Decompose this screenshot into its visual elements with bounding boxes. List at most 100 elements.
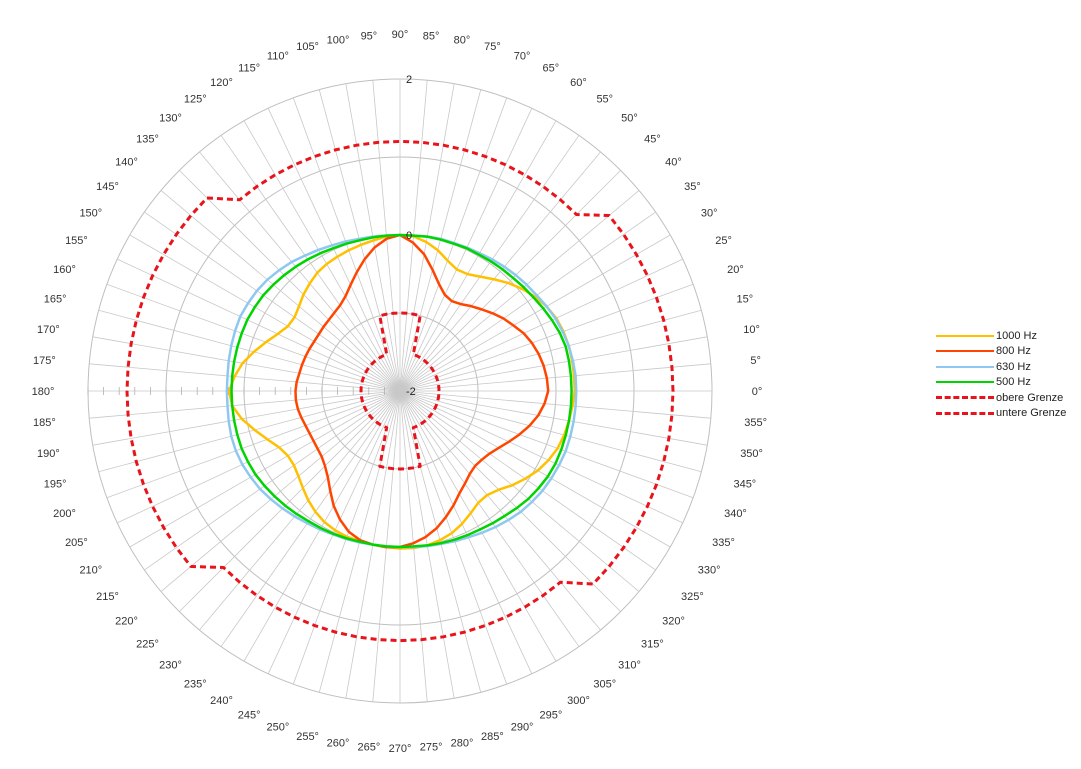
angle-tick-label: 180° bbox=[32, 386, 55, 398]
grid-spoke bbox=[399, 390, 621, 612]
angle-tick-label: 340° bbox=[724, 508, 747, 520]
angle-tick-label: 25° bbox=[715, 235, 732, 247]
angle-tick-label: 160° bbox=[53, 264, 76, 276]
angle-tick-label: 280° bbox=[451, 738, 474, 750]
angle-tick-label: 50° bbox=[621, 113, 638, 125]
angle-tick-label: 150° bbox=[79, 208, 102, 220]
angle-tick-label: 90° bbox=[392, 29, 409, 41]
angle-tick-label: 70° bbox=[514, 51, 531, 63]
grid-spoke bbox=[89, 390, 401, 419]
angle-tick-label: 80° bbox=[454, 34, 471, 46]
angle-tick-label: 285° bbox=[481, 731, 504, 743]
series-line-untere-grenze bbox=[359, 311, 441, 471]
angle-tick-label: 335° bbox=[712, 537, 735, 549]
angle-tick-label: 195° bbox=[44, 478, 67, 490]
grid-spoke bbox=[160, 190, 401, 392]
grid-spoke bbox=[399, 390, 711, 419]
grid-spoke bbox=[179, 170, 401, 392]
legend-item: 500 Hz bbox=[936, 375, 1066, 391]
angle-tick-label: 260° bbox=[327, 738, 350, 750]
angle-tick-label: 125° bbox=[184, 94, 207, 106]
angle-axis-labels: 0° 5° 10° 15° 20° 25° 30° 35°40° 45° 50° 55° 60° 65°… bbox=[32, 29, 767, 755]
angle-tick-label: 270° bbox=[389, 743, 412, 755]
grid-spoke bbox=[399, 390, 656, 571]
grid-spoke bbox=[160, 390, 401, 592]
angle-tick-label: 155° bbox=[65, 235, 88, 247]
grid-spoke bbox=[399, 309, 702, 392]
grid-spoke bbox=[399, 390, 601, 631]
angle-tick-label: 350° bbox=[740, 448, 763, 460]
angle-tick-label: 330° bbox=[698, 565, 721, 577]
series-line-800-hz bbox=[294, 233, 550, 549]
angle-tick-label: 20° bbox=[727, 264, 744, 276]
angle-tick-label: 200° bbox=[53, 508, 76, 520]
grid-spoke bbox=[399, 390, 694, 499]
grid-spoke bbox=[399, 390, 640, 592]
angle-tick-label: 5° bbox=[750, 355, 761, 367]
angle-tick-label: 65° bbox=[543, 62, 560, 74]
grid-spoke bbox=[144, 211, 401, 392]
grid-spoke bbox=[106, 283, 401, 392]
grid-spoke bbox=[399, 211, 656, 392]
angle-tick-label: 60° bbox=[570, 77, 587, 89]
angle-tick-label: 355° bbox=[744, 417, 767, 429]
angle-tick-label: 10° bbox=[743, 324, 760, 336]
angle-tick-label: 290° bbox=[511, 721, 534, 733]
grid-spoke bbox=[399, 390, 533, 674]
angle-tick-label: 135° bbox=[136, 134, 159, 146]
legend-label: untere Grenze bbox=[996, 407, 1067, 420]
angle-tick-label: 120° bbox=[210, 77, 233, 89]
angle-tick-label: 100° bbox=[327, 34, 350, 46]
angle-tick-label: 210° bbox=[79, 565, 102, 577]
series-line-630-hz bbox=[225, 233, 578, 549]
angle-tick-label: 95° bbox=[361, 30, 378, 42]
angle-tick-label: 265° bbox=[358, 742, 381, 754]
angle-tick-label: 245° bbox=[238, 710, 261, 722]
grid-spoke bbox=[220, 390, 401, 647]
angle-tick-label: 185° bbox=[33, 417, 56, 429]
grid-spoke bbox=[399, 390, 683, 524]
grid-spoke bbox=[267, 390, 401, 674]
radial-axis-labels: -2 0 2 bbox=[406, 74, 416, 398]
legend-swatch bbox=[936, 334, 994, 337]
legend-item: obere Grenze bbox=[936, 390, 1066, 406]
angle-tick-label: 295° bbox=[539, 710, 562, 722]
legend-item: 1000 Hz bbox=[936, 328, 1066, 344]
angle-tick-label: 230° bbox=[159, 659, 182, 671]
grid-spoke bbox=[399, 390, 557, 662]
legend-swatch bbox=[936, 350, 994, 353]
grid-spoke bbox=[144, 390, 401, 571]
angle-tick-label: 235° bbox=[184, 678, 207, 690]
legend-label: obere Grenze bbox=[996, 391, 1064, 404]
angle-tick-label: 85° bbox=[423, 30, 440, 42]
angle-tick-label: 325° bbox=[681, 591, 704, 603]
legend-item: 630 Hz bbox=[936, 359, 1066, 375]
grid-spoke bbox=[267, 108, 401, 392]
legend-swatch bbox=[936, 396, 994, 400]
angle-tick-label: 30° bbox=[701, 208, 718, 220]
legend-label: 1000 Hz bbox=[996, 329, 1037, 342]
angle-tick-label: 105° bbox=[296, 41, 319, 53]
grid-spoke bbox=[399, 190, 640, 392]
angle-tick-label: 0° bbox=[752, 386, 763, 398]
angle-tick-label: 145° bbox=[96, 181, 119, 193]
grid-spoke bbox=[399, 258, 683, 392]
angle-tick-label: 255° bbox=[296, 731, 319, 743]
angle-tick-label: 75° bbox=[484, 41, 501, 53]
legend-label: 500 Hz bbox=[996, 376, 1031, 389]
legend-item: untere Grenze bbox=[936, 406, 1066, 422]
grid-spoke bbox=[399, 390, 671, 548]
grid-spoke bbox=[199, 151, 401, 392]
series-layer bbox=[125, 139, 675, 643]
angle-tick-label: 45° bbox=[644, 134, 661, 146]
legend: 1000 Hz 800 Hz 630 Hz 500 Hz obere Grenze unt… bbox=[936, 328, 1066, 421]
grid-spoke bbox=[399, 390, 702, 473]
angle-tick-label: 140° bbox=[115, 157, 138, 169]
angle-tick-label: 305° bbox=[593, 678, 616, 690]
grid-spoke bbox=[98, 390, 401, 473]
radial-tick-label: 2 bbox=[406, 74, 412, 86]
grid-spoke bbox=[399, 390, 580, 647]
grid-spoke bbox=[399, 363, 711, 392]
grid-spoke bbox=[98, 309, 401, 392]
